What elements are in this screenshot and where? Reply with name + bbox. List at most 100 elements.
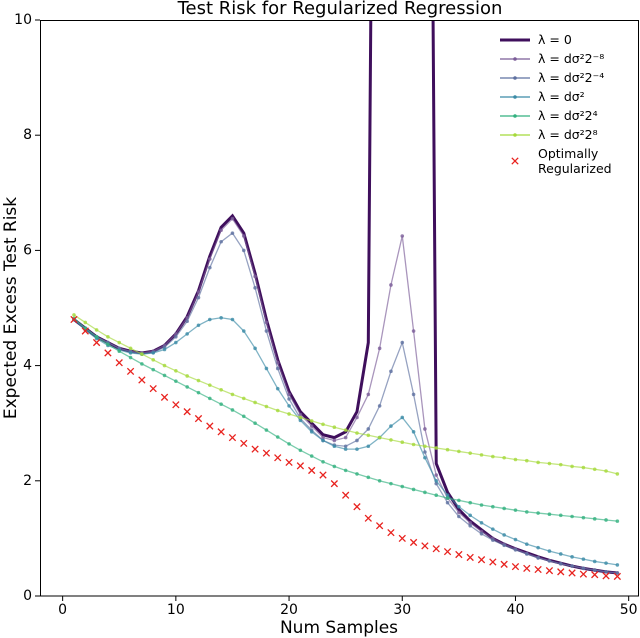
optimal-marker [319,471,327,479]
legend-swatch [511,157,519,165]
series-marker [400,340,405,345]
series-marker [604,469,608,473]
series-marker [570,514,574,519]
legend-swatch [500,132,530,137]
series-marker [491,538,495,542]
series-marker [83,326,88,330]
optimal-marker [557,568,565,576]
optimal-marker [613,572,622,581]
series-marker [558,561,563,566]
series-marker [434,446,439,450]
series-marker [219,239,223,244]
series-marker [502,543,506,548]
legend-marker [513,75,517,80]
series-marker [592,559,597,564]
series-marker [196,295,201,300]
series-marker [196,290,201,294]
series-marker [502,506,506,511]
optimal-marker [206,422,214,430]
series-marker [253,421,257,426]
series-marker [106,335,110,339]
y-tick-label: 0 [23,588,32,604]
series-marker [423,455,427,460]
series-marker [524,458,529,463]
series-marker [162,347,167,352]
legend-label: λ = dσ²2⁻⁴ [538,70,605,85]
optimal-marker [398,534,406,543]
series-marker [208,317,212,322]
series-marker [219,315,223,320]
optimal-marker [81,327,89,335]
series-marker [445,493,450,498]
series-marker [264,320,269,325]
series-marker [389,481,393,486]
legend-swatch [500,75,530,80]
optimal-marker [285,458,293,467]
optimal-marker [545,566,554,575]
series-marker [581,515,586,520]
series-marker [536,511,540,515]
optimal-marker [489,558,497,566]
optimal-marker [149,384,157,393]
optimal-marker [364,514,372,522]
legend: λ = 0 λ = dσ²2⁻⁸ λ = dσ²2⁻⁴ λ = dσ² λ = dσ²2… [500,28,630,180]
optimal-marker [296,462,305,470]
series-marker [275,435,280,439]
series-marker [468,500,472,505]
series-marker [332,438,337,443]
series-marker [230,216,235,221]
series-line [73,232,618,574]
series-line [73,217,618,574]
series-marker [377,404,382,408]
optimal-marker [523,564,531,573]
series-marker [513,548,518,552]
series-marker [264,428,269,432]
series-marker [128,346,133,351]
series-marker [287,404,291,408]
series-marker [547,461,552,466]
legend-entry: λ = dσ²2⁴ [500,108,630,123]
series-marker [570,464,574,469]
optimal-marker [330,480,338,488]
series-marker [400,234,405,238]
series-marker [366,475,371,480]
optimal-marker [443,547,452,556]
series-marker [400,484,405,489]
series-marker [468,451,472,455]
series-marker [321,422,325,427]
legend-label: Optimally Regularized [538,146,612,176]
series-marker [241,329,246,333]
series-marker [502,455,506,460]
series-marker [389,283,393,287]
optimal-marker [477,556,486,564]
series-marker [411,487,416,492]
series-marker [377,435,382,440]
y-tick-label: 6 [23,242,32,258]
legend-label: λ = 0 [538,32,572,47]
optimal-marker [104,349,112,357]
series-marker [287,397,291,401]
series-marker [185,385,189,389]
series-marker [604,518,608,522]
series-marker [400,440,405,445]
series-marker [434,473,439,477]
series-marker [604,561,608,565]
series-marker [241,414,246,419]
series-marker [491,454,495,459]
series-marker [72,313,76,317]
series-marker [445,447,450,452]
series-marker [230,317,235,322]
series-marker [423,444,427,449]
legend-label: λ = dσ² [538,89,585,104]
series-marker [162,363,167,368]
series-marker [321,459,325,464]
series-marker [94,335,99,339]
series-marker [253,286,257,290]
x-tick-label: 30 [393,602,411,618]
series-marker [524,552,529,556]
y-tick-label: 8 [23,127,32,143]
series-marker [196,390,201,395]
optimal-marker [353,503,361,511]
series-marker [570,564,574,568]
